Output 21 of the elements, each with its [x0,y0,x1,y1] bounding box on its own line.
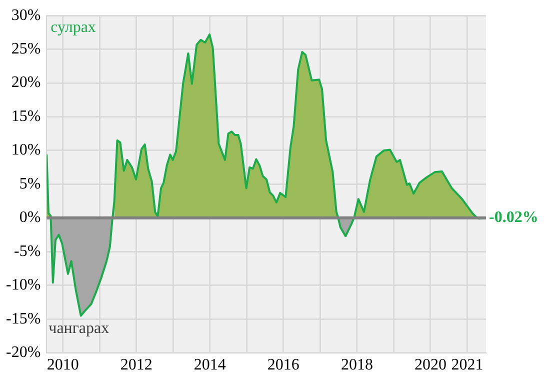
y-tick-label: -15% [6,310,41,328]
y-tick-label: 15% [11,108,41,125]
y-tick-label: 0% [19,209,41,226]
x-tick-label: 2018 [340,356,373,374]
y-tick-label: -10% [6,276,41,294]
y-tick-label: 5% [19,175,41,192]
y-tick-label: 25% [11,40,41,58]
x-tick-label: 2010 [46,356,79,374]
y-tick-label: 30% [11,6,41,24]
x-tick-label: 2021 [451,356,484,374]
annotation: чангарах [48,320,110,338]
x-tick-label: 2016 [267,356,300,374]
x-tick-label: 2020 [414,356,446,374]
x-tick-label: 2012 [120,356,152,374]
y-tick-label: -20% [6,344,41,362]
annotation: -0.02% [489,209,538,226]
y-tick-label: -5% [14,242,41,260]
y-tick-label: 10% [11,142,41,159]
y-tick-label: 20% [11,74,41,92]
x-tick-label: 2014 [194,356,226,374]
annotation: сулрах [50,18,96,36]
